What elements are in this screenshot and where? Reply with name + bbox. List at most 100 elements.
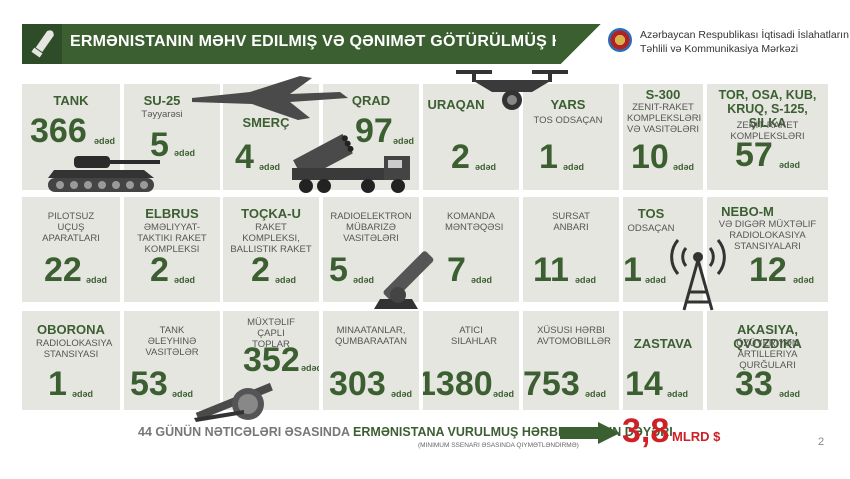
tile-label: AKASIYA, QVOZDIKA: [733, 322, 802, 351]
footer-note: (MINIMUM SSENARI ƏSASINDA QIYMƏTLƏNDIRMƏ…: [418, 442, 579, 449]
tile-sub: VƏ DIGƏR MÜXTƏLIF RADIOLOKASIYA STANSIYA…: [718, 219, 817, 252]
tile-label: SMERÇ: [242, 115, 290, 130]
tile-unit: ədəd: [471, 275, 493, 285]
tile-label: SU-25: [143, 93, 181, 108]
tile-elbrus: ELBRUS ƏMƏLIYYAT-TAKTIKI RAKET KOMPLEKSI…: [124, 197, 220, 302]
tile-value: 1: [623, 251, 642, 289]
tile-unit: ədəd: [793, 275, 815, 285]
tile-value: 11: [533, 251, 569, 289]
tile-value: 753: [523, 365, 580, 403]
tile-sub: ODSAÇAN: [627, 223, 675, 234]
tile-unit: ədəd: [72, 389, 94, 399]
tile-unit: ədəd: [86, 275, 108, 285]
tile-value: 1: [539, 138, 558, 176]
organization-name: Azərbaycan Respublikası İqtisadi İslahat…: [640, 28, 849, 56]
tile-label: ELBRUS: [145, 206, 199, 221]
tile-unit: ədəd: [575, 275, 597, 285]
tile-tochka-u: TOÇKA-U RAKET KOMPLEKSI, BALLISTIK RAKET…: [223, 197, 319, 302]
tile-unit: ədəd: [391, 389, 413, 399]
tile-sub: ZENIT-RAKET KOMPLEKSLƏRI: [730, 120, 805, 142]
tile-value: 33: [735, 365, 773, 403]
tile-value: 5: [329, 251, 348, 289]
tile-unit: ədəd: [259, 162, 281, 172]
title-bar: [22, 24, 606, 64]
tile-label: TOS: [637, 206, 665, 221]
tile-label: YARS: [550, 97, 586, 112]
tile-sub: XÜSUSI HƏRBI AVTOMOBILLƏR: [537, 325, 611, 347]
radar-tower-icon: [670, 239, 726, 311]
tile-label: URAQAN: [427, 97, 485, 112]
tile-value: 303: [329, 365, 386, 403]
tile-sub: RADIOELEKTRON MÜBARIZƏ VASITƏLƏRI: [330, 211, 412, 244]
tile-value: 5: [150, 126, 169, 164]
tile-sub: PILOTSUZ UÇUŞ APARATLARI: [42, 211, 100, 244]
emblem-icon: [608, 28, 632, 52]
tile-mortars: MINAATANLAR, QUMBARAATAN 303 ədəd: [323, 311, 419, 410]
tile-value: 14: [625, 365, 663, 403]
tile-value: 366: [30, 112, 87, 150]
tile-unit: ədəd: [667, 389, 689, 399]
tile-sub: MÜXTƏLIF ÇAPLI TOPLAR: [247, 317, 295, 350]
tile-sub: TOS ODSAÇAN: [533, 115, 603, 126]
tile-sub: ÖZÜYERIYƏN ARTILLERIYA QURĞULARI: [736, 338, 799, 371]
tile-label: NEBO-M: [721, 204, 774, 219]
tile-sub: ATICI SILAHLAR: [451, 325, 497, 347]
total-unit: MLRD $: [672, 429, 721, 444]
tile-unit: ədəd: [475, 162, 497, 172]
tile-sub: RADIOLOKASIYA STANSIYASI: [36, 338, 113, 360]
tile-akasiya: AKASIYA, QVOZDIKA ÖZÜYERIYƏN ARTILLERIYA…: [707, 311, 828, 410]
total-value: 3,8: [622, 412, 670, 450]
tile-value: 7: [447, 251, 466, 289]
tile-oborona: OBORONA RADIOLOKASIYA STANSIYASI 1 ədəd: [22, 311, 120, 410]
tile-unit: ədəd: [673, 162, 695, 172]
tile-sub: RAKET KOMPLEKSI, BALLISTIK RAKET: [230, 222, 312, 255]
tile-small-arms: ATICI SILAHLAR 1380 ədəd: [423, 311, 519, 410]
tile-s300: S-300 ZENIT-RAKET KOMPLEKSLƏRI VƏ VASITƏ…: [623, 84, 703, 190]
tile-sub: MINAATANLAR, QUMBARAATAN: [335, 325, 407, 347]
tile-value: 57: [735, 136, 773, 174]
page-number: 2: [818, 436, 825, 448]
tile-nebo-m: NEBO-M VƏ DIGƏR MÜXTƏLIF RADIOLOKASIYA S…: [707, 197, 828, 302]
tile-sub: SURSAT ANBARI: [552, 211, 590, 233]
tile-ammo-depot: SURSAT ANBARI 11 ədəd: [523, 197, 619, 302]
footer-text-part1: 44 GÜNÜN NƏTICƏLƏRI ƏSASINDA: [138, 425, 350, 439]
org-line-2: Təhlili və Kommunikasiya Mərkəzi: [640, 43, 799, 55]
shell-icon: [31, 30, 54, 58]
tile-value: 22: [44, 251, 82, 289]
tile-sub: ƏMƏLIYYAT-TAKTIKI RAKET KOMPLEKSI: [137, 222, 207, 255]
tile-value: 1380: [423, 365, 493, 403]
tile-label: TOR, OSA, KUB, KRUQ, S-125, ŞILKA: [718, 88, 817, 130]
rocket-launcher-truck-icon: [292, 133, 410, 193]
tile-command-post: KOMANDA MƏNTƏQƏSI 7 ədəd: [423, 197, 519, 302]
tile-value: 1: [48, 365, 67, 403]
tile-sub: TANK ƏLEYHINƏ VASITƏLƏR: [145, 325, 199, 358]
tile-anti-tank: TANK ƏLEYHINƏ VASITƏLƏR 53 ədəd: [124, 311, 220, 410]
tile-unit: ədəd: [493, 389, 515, 399]
tile-unit: ədəd: [275, 275, 297, 285]
tile-label: QRAD: [351, 93, 391, 108]
title-bar-corner: [556, 24, 606, 64]
tile-unit: ədəd: [779, 389, 801, 399]
tile-label: OBORONA: [37, 322, 105, 337]
tile-unit: ədəd: [174, 148, 196, 158]
tile-value: 2: [150, 251, 169, 289]
tile-unit: ədəd: [172, 389, 194, 399]
tile-label: TOÇKA-U: [241, 206, 301, 221]
tile-unit: ədəd: [563, 162, 585, 172]
tile-drones: PILOTSUZ UÇUŞ APARATLARI 22 ədəd: [22, 197, 120, 302]
tile-special-vehicles: XÜSUSI HƏRBI AVTOMOBILLƏR 753 ədəd: [523, 311, 619, 410]
tile-unit: ədəd: [174, 275, 196, 285]
tile-sub: KOMANDA MƏNTƏQƏSI: [445, 211, 504, 233]
tile-yars: YARS TOS ODSAÇAN 1 ədəd: [523, 84, 619, 190]
page-title: ERMƏNISTANIN MƏHV EDILMIŞ VƏ QƏNIMƏT GÖT…: [70, 33, 696, 50]
org-line-1: Azərbaycan Respublikası İqtisadi İslahat…: [640, 29, 849, 41]
arrow-right-icon: [560, 422, 620, 444]
tile-sub: ZENIT-RAKET KOMPLEKSLƏRI VƏ VASITƏLƏRI: [627, 102, 702, 135]
tile-unit: ədəd: [779, 160, 801, 170]
tile-label: TANK: [53, 93, 89, 108]
tile-unit: ədəd: [353, 275, 375, 285]
drone-icon: [456, 70, 568, 110]
tile-unit: ədəd: [393, 136, 415, 146]
tile-sub: Təyyarəsi: [141, 109, 183, 120]
tile-value: 4: [235, 138, 254, 176]
